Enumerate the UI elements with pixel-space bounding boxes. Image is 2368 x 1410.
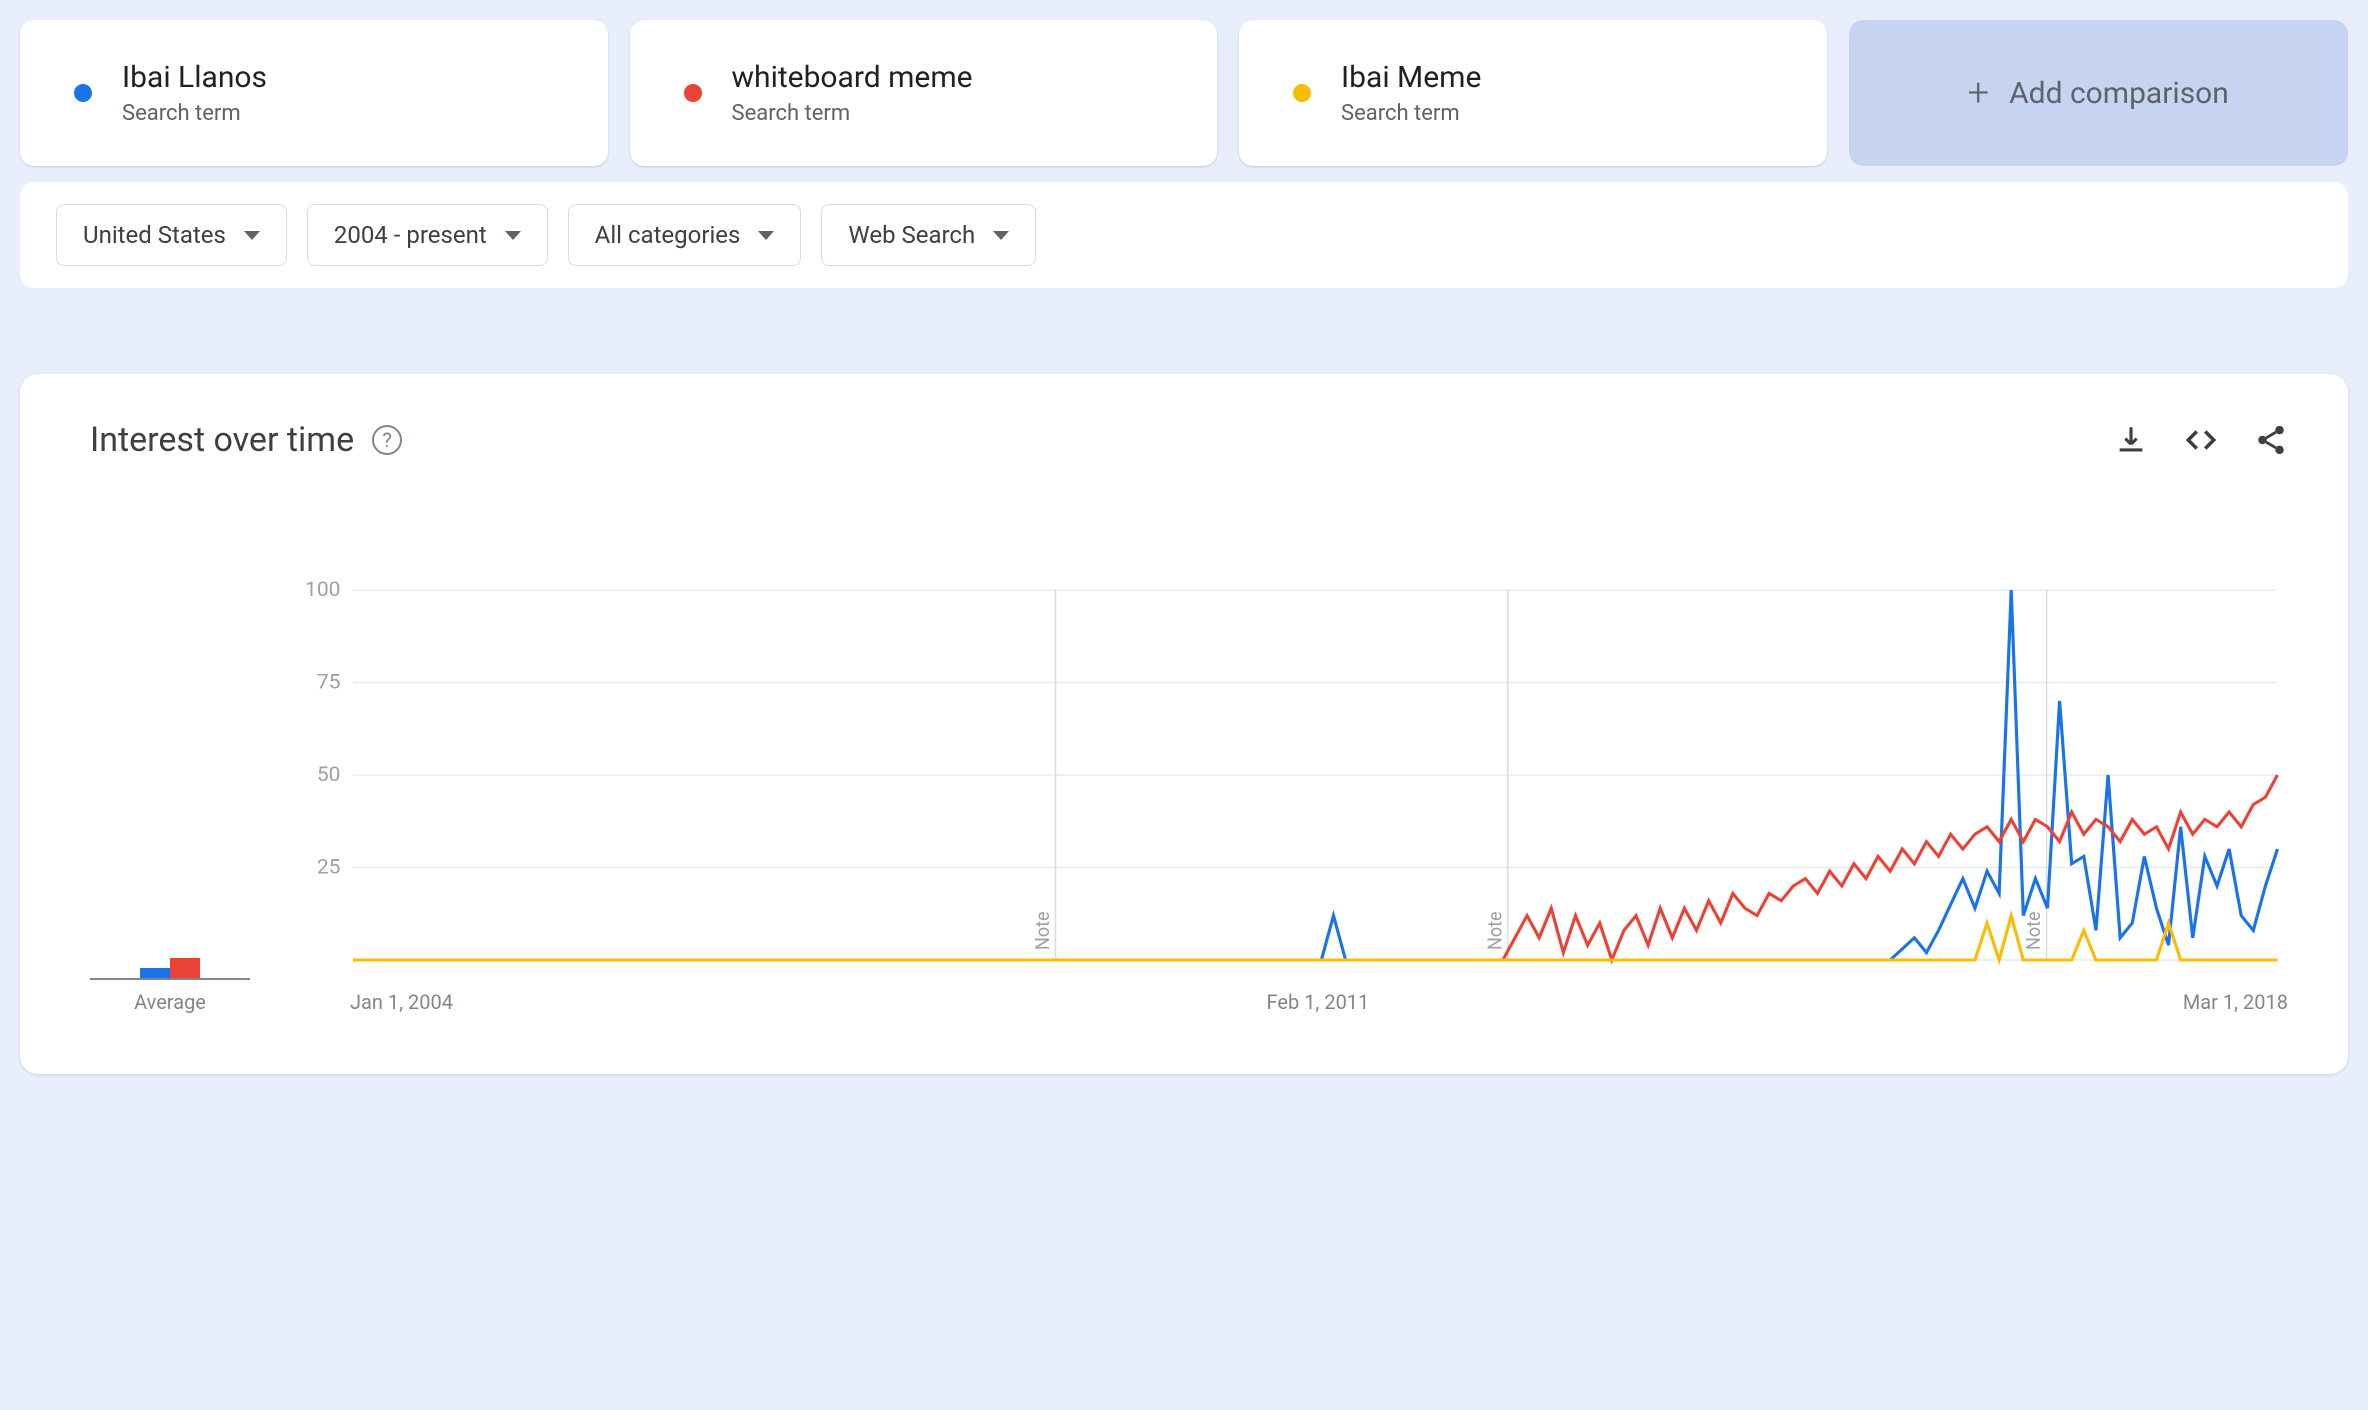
chart-plot: 25 50 75 100 Note Note Note Jan 1, 2004 Feb 1, … <box>290 580 2288 1014</box>
average-label: Average <box>134 990 206 1014</box>
x-axis-label: Mar 1, 2018 <box>2183 990 2288 1014</box>
term-sub-0: Search term <box>122 101 267 126</box>
term-card-1[interactable]: whiteboard meme Search term <box>630 20 1218 166</box>
svg-text:75: 75 <box>317 671 341 694</box>
chevron-down-icon <box>244 231 260 240</box>
add-comparison-label: Add comparison <box>2009 76 2229 111</box>
plus-icon: + <box>1968 74 1989 112</box>
x-axis-label: Jan 1, 2004 <box>350 990 453 1014</box>
x-axis-label: Feb 1, 2011 <box>1267 990 1370 1014</box>
chart-title: Interest over time <box>90 420 354 460</box>
filter-timerange-label: 2004 - present <box>334 221 487 249</box>
svg-text:Note: Note <box>2023 911 2046 950</box>
term-label-0: Ibai Llanos <box>122 60 267 95</box>
avg-bar <box>170 958 200 978</box>
chevron-down-icon <box>758 231 774 240</box>
x-axis-labels: Jan 1, 2004 Feb 1, 2011 Mar 1, 2018 <box>290 980 2288 1014</box>
filters-panel: United States 2004 - present All categor… <box>20 182 2348 288</box>
add-comparison-button[interactable]: + Add comparison <box>1849 20 2349 166</box>
filter-location[interactable]: United States <box>56 204 287 266</box>
filter-categories-label: All categories <box>595 221 741 249</box>
average-block: Average <box>90 950 250 1014</box>
chevron-down-icon <box>505 231 521 240</box>
avg-bar <box>140 968 170 978</box>
filter-location-label: United States <box>83 221 226 249</box>
term-card-0[interactable]: Ibai Llanos Search term <box>20 20 608 166</box>
filter-categories[interactable]: All categories <box>568 204 802 266</box>
term-dot-2 <box>1293 84 1311 102</box>
share-icon[interactable] <box>2254 423 2288 457</box>
term-dot-1 <box>684 84 702 102</box>
interest-over-time-card: Interest over time ? Average <box>20 374 2348 1074</box>
term-card-2[interactable]: Ibai Meme Search term <box>1239 20 1827 166</box>
embed-icon[interactable] <box>2184 423 2218 457</box>
search-terms-row: Ibai Llanos Search term whiteboard meme … <box>20 20 2348 166</box>
term-sub-2: Search term <box>1341 101 1481 126</box>
download-icon[interactable] <box>2114 423 2148 457</box>
help-icon[interactable]: ? <box>372 425 402 455</box>
term-label-1: whiteboard meme <box>732 60 973 95</box>
series-line <box>353 916 2277 960</box>
filter-timerange[interactable]: 2004 - present <box>307 204 548 266</box>
term-dot-0 <box>74 84 92 102</box>
filter-searchtype-label: Web Search <box>848 221 975 249</box>
chevron-down-icon <box>993 231 1009 240</box>
svg-text:Note: Note <box>1032 911 1055 950</box>
svg-text:Note: Note <box>1484 911 1507 950</box>
filter-searchtype[interactable]: Web Search <box>821 204 1036 266</box>
svg-text:25: 25 <box>317 856 341 879</box>
svg-text:100: 100 <box>305 580 340 602</box>
term-sub-1: Search term <box>732 101 973 126</box>
term-label-2: Ibai Meme <box>1341 60 1481 95</box>
svg-text:50: 50 <box>317 763 341 786</box>
